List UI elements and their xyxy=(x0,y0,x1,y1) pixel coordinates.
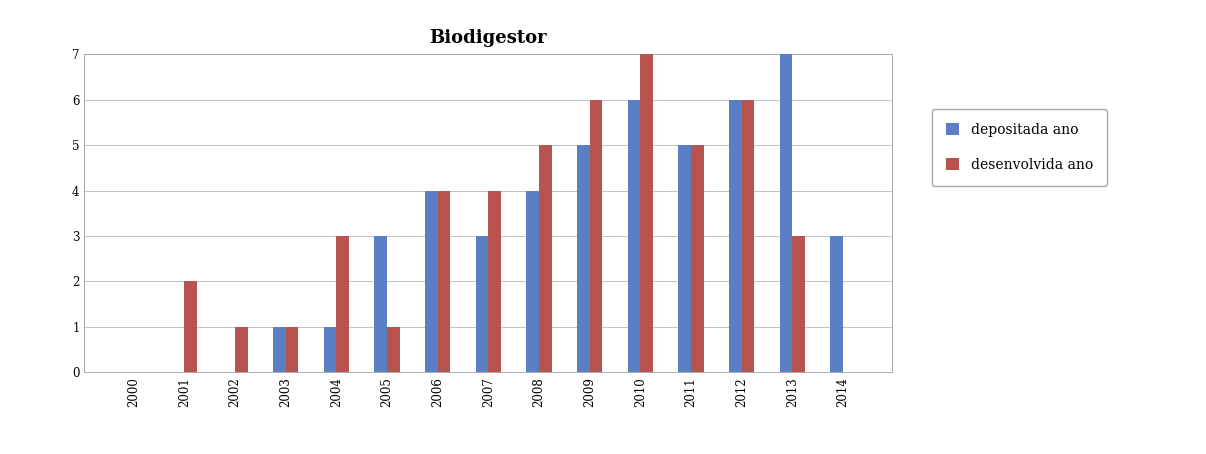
Bar xyxy=(628,100,640,372)
Bar xyxy=(185,281,197,372)
Title: Biodigestor: Biodigestor xyxy=(429,30,548,47)
Bar xyxy=(539,145,552,372)
Bar xyxy=(590,100,603,372)
Legend: depositada ano, desenvolvida ano: depositada ano, desenvolvida ano xyxy=(932,109,1107,186)
Bar xyxy=(792,236,806,372)
Bar xyxy=(831,236,843,372)
Bar xyxy=(578,145,590,372)
Bar xyxy=(742,100,755,372)
Bar xyxy=(438,191,450,372)
Bar xyxy=(640,54,654,372)
Bar xyxy=(730,100,742,372)
Bar xyxy=(527,191,539,372)
Bar xyxy=(336,236,349,372)
Bar xyxy=(780,54,792,372)
Bar xyxy=(488,191,502,372)
Bar xyxy=(286,327,298,372)
Bar xyxy=(323,327,336,372)
Bar xyxy=(425,191,438,372)
Bar xyxy=(374,236,387,372)
Bar xyxy=(691,145,704,372)
Bar xyxy=(387,327,399,372)
Bar xyxy=(235,327,247,372)
Bar xyxy=(273,327,286,372)
Bar xyxy=(679,145,691,372)
Bar xyxy=(475,236,488,372)
